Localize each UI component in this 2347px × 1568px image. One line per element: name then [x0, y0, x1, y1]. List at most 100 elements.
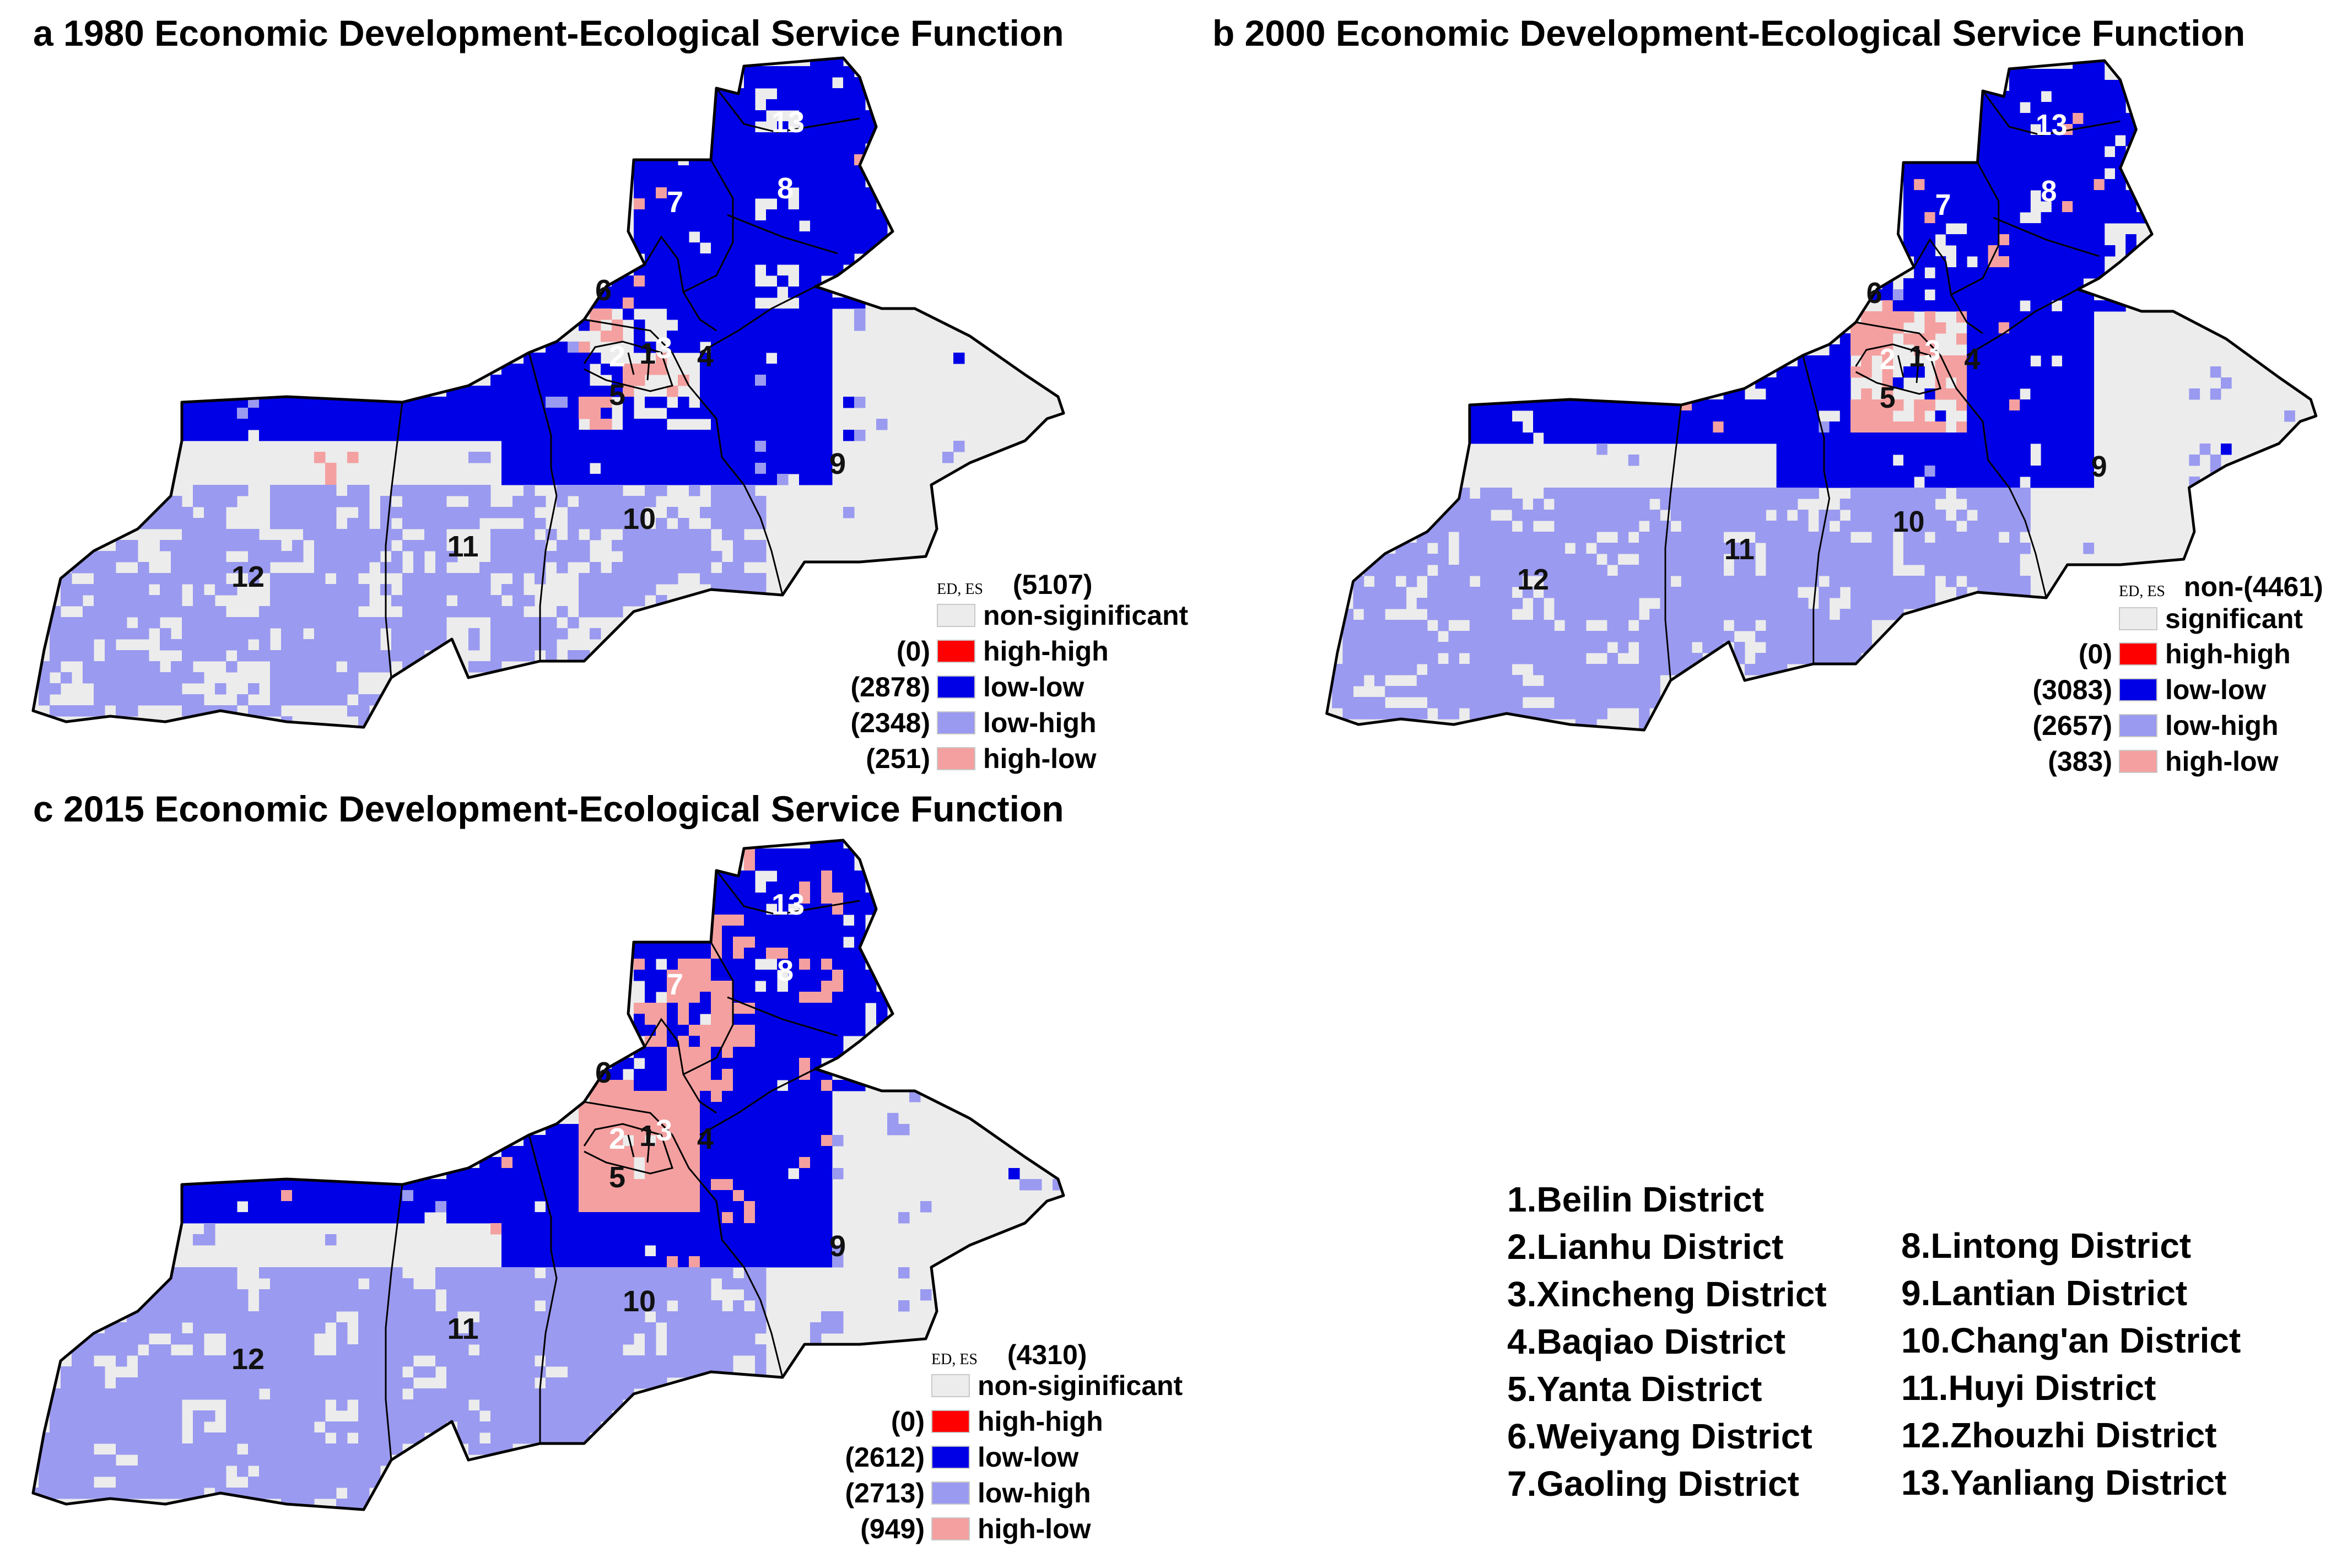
legend-label: high-high [983, 636, 1109, 667]
grid-cell [623, 286, 634, 298]
grid-cell [854, 121, 866, 133]
grid-cell [546, 397, 557, 408]
grid-cell [689, 309, 700, 320]
grid-cell [1385, 587, 1396, 598]
grid-cell [512, 551, 524, 563]
grid-cell [546, 1146, 557, 1158]
grid-cell [281, 573, 293, 585]
grid-cell [799, 915, 811, 926]
grid-cell [413, 551, 425, 563]
grid-cell [402, 1278, 414, 1290]
grid-cell [843, 143, 855, 155]
grid-cell [171, 639, 182, 651]
grid-cell [391, 595, 403, 607]
grid-cell [766, 375, 778, 386]
grid-cell [799, 298, 811, 309]
grid-cell [1924, 499, 1936, 510]
grid-cell [1850, 455, 1862, 466]
grid-cell [689, 529, 700, 540]
grid-cell [799, 275, 811, 287]
grid-cell [1501, 653, 1513, 664]
grid-cell [667, 1278, 678, 1290]
grid-cell [590, 1311, 601, 1323]
grid-cell [766, 1069, 778, 1080]
grid-cell [1469, 653, 1481, 664]
grid-cell [1903, 466, 1914, 477]
grid-cell [292, 551, 304, 563]
grid-cell [843, 970, 855, 981]
grid-cell [1798, 410, 1809, 422]
grid-cell [810, 1135, 822, 1147]
grid-cell [1903, 488, 1914, 499]
grid-cell [303, 485, 315, 496]
grid-cell [424, 1311, 436, 1323]
grid-cell [777, 320, 789, 331]
grid-cell [2041, 477, 2052, 488]
grid-cell [1903, 554, 1914, 565]
grid-cell [468, 386, 480, 397]
grid-cell [336, 529, 348, 540]
grid-cell [1544, 532, 1555, 543]
grid-cell [1924, 168, 1936, 180]
grid-cell [292, 672, 304, 684]
grid-cell [2051, 179, 2063, 191]
grid-cell [799, 452, 811, 463]
grid-cell [579, 474, 590, 485]
grid-cell [821, 264, 833, 276]
grid-cell [182, 694, 193, 706]
grid-cell [810, 937, 822, 948]
grid-cell [259, 430, 271, 441]
grid-cell [336, 650, 348, 662]
grid-cell [1438, 587, 1449, 598]
grid-cell [755, 320, 767, 331]
grid-cell [711, 364, 722, 375]
grid-cell [1681, 631, 1692, 642]
grid-cell [2030, 223, 2042, 235]
grid-cell [1564, 532, 1576, 543]
grid-cell [711, 1080, 722, 1091]
grid-cell [1501, 399, 1513, 411]
grid-cell [623, 1102, 634, 1113]
grid-cell [171, 1278, 182, 1290]
grid-cell [1956, 333, 1967, 345]
grid-cell [1374, 631, 1385, 642]
grid-cell [744, 110, 756, 122]
grid-cell [1850, 510, 1862, 521]
grid-cell [1914, 510, 1925, 521]
grid-cell [612, 386, 623, 397]
grid-cell [722, 1058, 733, 1069]
grid-cell [667, 176, 678, 188]
grid-cell [1839, 333, 1851, 345]
district-number-label: 4 [697, 340, 714, 373]
grid-cell [755, 430, 767, 441]
grid-cell [810, 143, 822, 155]
grid-cell [744, 375, 756, 386]
grid-cell [799, 441, 811, 452]
grid-cell [744, 485, 756, 496]
grid-cell [777, 1124, 789, 1136]
grid-cell [810, 66, 822, 78]
grid-cell [810, 1333, 822, 1345]
grid-cell [711, 1267, 722, 1279]
grid-cell [358, 1212, 370, 1224]
grid-cell [832, 1322, 844, 1334]
grid-cell [634, 529, 645, 540]
grid-cell [2083, 421, 2095, 433]
grid-cell [799, 1212, 811, 1224]
grid-cell [1882, 543, 1893, 554]
grid-cell [1491, 664, 1502, 675]
grid-cell [1766, 388, 1777, 400]
grid-cell [1734, 554, 1745, 565]
grid-cell [501, 1311, 513, 1323]
grid-cell [799, 1256, 811, 1268]
grid-cell [799, 1091, 811, 1102]
grid-cell [2041, 69, 2052, 80]
grid-cell [579, 518, 590, 529]
grid-cell [854, 176, 866, 188]
grid-cell [1692, 565, 1703, 576]
grid-cell [303, 595, 315, 607]
grid-cell [1427, 664, 1438, 675]
grid-cell [645, 176, 656, 188]
grid-cell [612, 1124, 623, 1136]
grid-cell [314, 551, 326, 563]
